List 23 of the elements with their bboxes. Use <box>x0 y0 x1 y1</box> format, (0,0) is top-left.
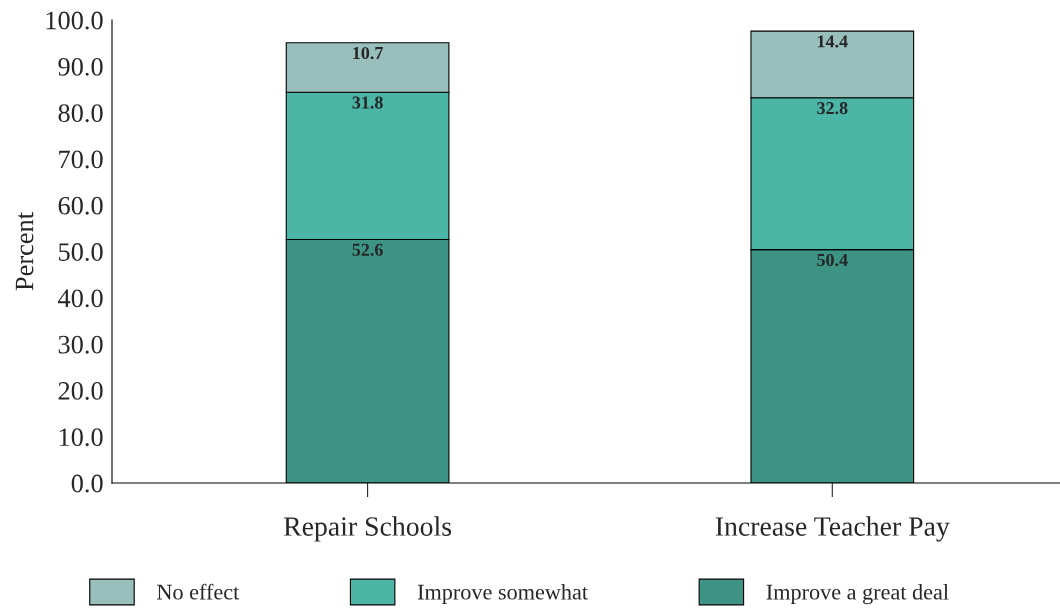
data-label: 50.4 <box>817 253 848 267</box>
x-tick-label: Increase Teacher Pay <box>715 516 950 542</box>
y-tick-label: 90.0 <box>58 57 103 76</box>
data-label: 32.8 <box>817 102 848 115</box>
y-tick-label: 70.0 <box>59 150 103 169</box>
y-tick-label: 0.0 <box>71 474 103 493</box>
legend-label: Improve somewhat <box>417 583 588 605</box>
y-tick-label: 100.0 <box>46 11 103 30</box>
legend-label: No effect <box>157 583 240 600</box>
y-tick-label: 40.0 <box>58 289 103 308</box>
y-axis-title: Percent <box>15 212 34 291</box>
y-tick-label: 30.0 <box>58 335 103 354</box>
legend-label: Improve a great deal <box>766 583 949 605</box>
data-label: 14.4 <box>817 35 848 48</box>
data-label: 10.7 <box>353 46 383 60</box>
data-label: 31.8 <box>352 96 383 109</box>
y-tick-label: 50.0 <box>59 243 103 262</box>
x-tick-label: Repair Schools <box>283 516 452 542</box>
data-label: 52.6 <box>352 243 383 256</box>
y-tick-label: 10.0 <box>59 428 103 447</box>
y-tick-label: 80.0 <box>58 104 103 123</box>
y-tick-label: 20.0 <box>58 382 103 400</box>
y-tick-label: 60.0 <box>58 196 103 215</box>
